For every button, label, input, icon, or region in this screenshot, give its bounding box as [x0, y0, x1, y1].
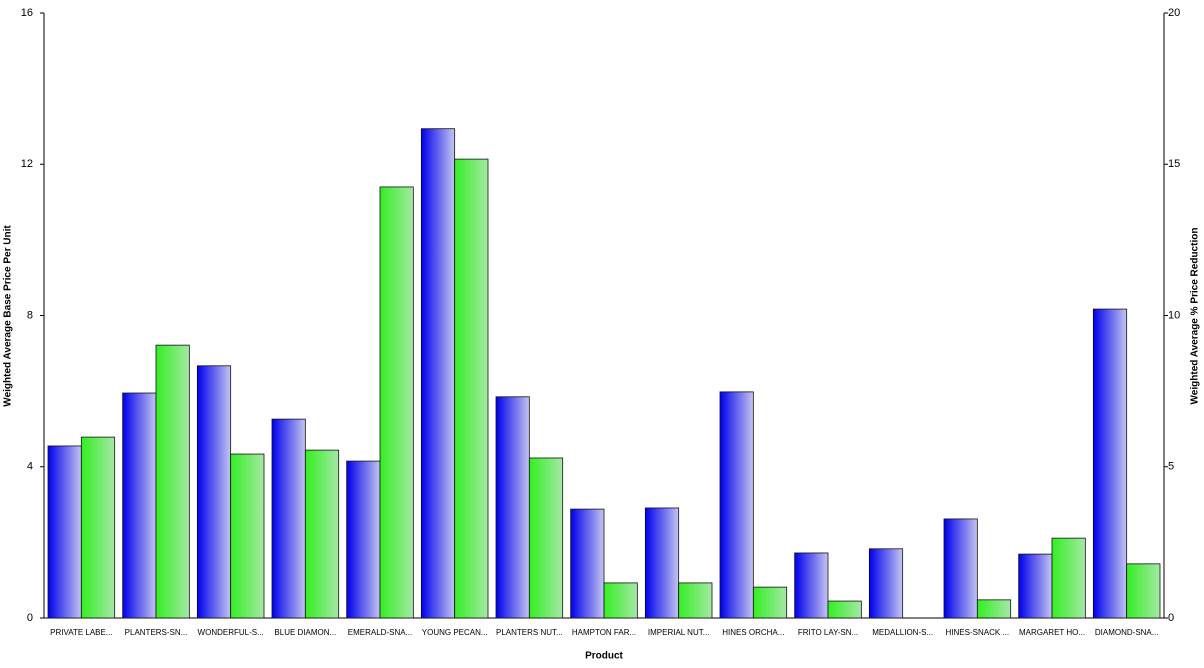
x-tick-label: FRITO LAY-SN...: [798, 628, 858, 637]
x-tick-label: YOUNG PECAN...: [422, 628, 488, 637]
bar: [678, 582, 713, 619]
y-tick-label: 4: [27, 461, 33, 473]
x-axis-label: Product: [585, 651, 623, 662]
bar: [752, 586, 788, 619]
y2-tick-label: 20: [1168, 7, 1180, 19]
bar: [570, 508, 605, 619]
x-tick-label: HINES-SNACK ...: [946, 628, 1010, 637]
x-tick-label: PRIVATE LABE...: [50, 628, 112, 637]
bar: [230, 453, 265, 619]
x-tick-label: PLANTERS NUT...: [496, 628, 563, 637]
x-tick-label: EMERALD-SNA...: [348, 628, 412, 637]
x-tick-label: PLANTERS-SN...: [125, 628, 188, 637]
y2-tick-label: 10: [1168, 309, 1180, 321]
x-tick-label: HINES ORCHA...: [722, 628, 784, 637]
bar: [80, 436, 116, 619]
bar: [827, 600, 862, 619]
bar: [122, 392, 157, 619]
y2-tick-label: 0: [1168, 612, 1174, 624]
bar: [976, 599, 1012, 619]
bar: [47, 445, 82, 619]
bar: [943, 518, 978, 619]
x-tick-label: IMPERIAL NUT...: [648, 628, 710, 637]
bar: [528, 457, 564, 619]
bar: [603, 582, 638, 619]
x-tick-label: HAMPTON FAR...: [572, 628, 636, 637]
bar: [644, 507, 680, 619]
x-tick-label: DIAMOND-SNA...: [1095, 628, 1159, 637]
bar: [1051, 537, 1086, 619]
y-tick-label: 16: [21, 7, 33, 19]
bar: [1126, 563, 1161, 619]
bar: [794, 552, 829, 619]
bar: [196, 365, 232, 619]
bar: [719, 391, 754, 619]
bar: [155, 344, 190, 619]
x-tick-label: MEDALLION-S...: [872, 628, 933, 637]
bar: [271, 418, 306, 619]
x-tick-label: WONDERFUL-S...: [198, 628, 264, 637]
bar: [379, 186, 414, 619]
y-tick-label: 0: [27, 612, 33, 624]
bar: [346, 460, 381, 619]
y-tick-label: 8: [27, 309, 33, 321]
bar: [1018, 553, 1053, 619]
x-tick-label: BLUE DIAMON...: [274, 628, 336, 637]
y2-axis-label: Weighted Average % Price Reduction: [1190, 228, 1201, 405]
y-tick-label: 12: [21, 158, 33, 170]
bar: [304, 449, 340, 619]
y2-tick-label: 15: [1168, 158, 1180, 170]
y-axis-label: Weighted Average Base Price Per Unit: [3, 225, 14, 407]
x-tick-label: MARGARET HO...: [1019, 628, 1085, 637]
y2-tick-label: 5: [1168, 461, 1174, 473]
bar: [454, 158, 489, 619]
bar: [868, 548, 904, 619]
bar: [495, 396, 530, 619]
bar: [1092, 308, 1128, 619]
bar: [420, 128, 456, 619]
